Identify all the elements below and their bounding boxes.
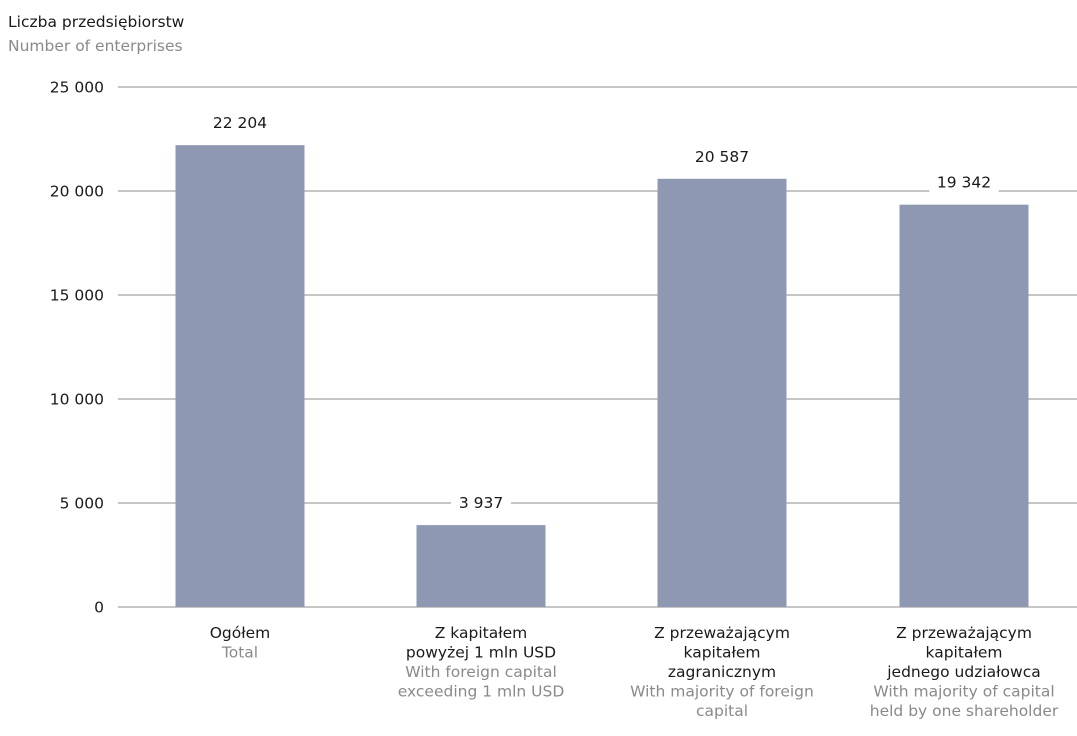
- y-tick-label: 15 000: [50, 287, 104, 305]
- category-label: zagranicznym: [668, 663, 776, 681]
- category-label: Z kapitałem: [435, 624, 528, 642]
- value-label: 3 937: [459, 494, 503, 512]
- category-label-english: With foreign capital: [405, 663, 557, 681]
- value-label-background: [687, 146, 757, 168]
- y-axis-ticks: 0 5 000 10 000 15 000 20 000 25 000: [50, 79, 104, 617]
- y-tick-label: 25 000: [50, 79, 104, 97]
- value-label: 22 204: [213, 114, 267, 132]
- category-label: powyżej 1 mln USD: [406, 644, 556, 662]
- category-label-english: With majority of foreign: [630, 683, 814, 701]
- y-tick-label: 10 000: [50, 391, 104, 409]
- bar: [175, 145, 305, 607]
- category-label: Ogółem: [210, 624, 271, 642]
- value-label-background: [451, 493, 511, 515]
- bars: [175, 145, 1029, 607]
- bar: [657, 178, 787, 607]
- category-label: kapitałem: [926, 644, 1003, 662]
- category-label-english: With majority of capital: [873, 683, 1054, 701]
- category-label: jednego udziałowca: [886, 663, 1040, 681]
- category-label-english: capital: [696, 702, 748, 720]
- category-label-english: Total: [221, 644, 258, 662]
- y-tick-label: 20 000: [50, 183, 104, 201]
- value-label: 19 342: [937, 174, 991, 192]
- value-labels: 22 204 3 937 20 587 19 342: [205, 113, 999, 515]
- bar: [416, 525, 546, 607]
- category-label: kapitałem: [684, 644, 761, 662]
- y-tick-label: 5 000: [60, 495, 104, 513]
- value-label: 20 587: [695, 148, 749, 166]
- y-tick-label: 0: [94, 599, 104, 617]
- value-label-background: [205, 113, 275, 135]
- category-label-english: exceeding 1 mln USD: [398, 683, 565, 701]
- y-axis-title: Liczba przedsiębiorstw: [8, 13, 185, 31]
- category-label: Z przeważającym: [654, 624, 790, 642]
- category-label: Z przeważającym: [896, 624, 1032, 642]
- value-label-background: [929, 172, 999, 194]
- bar: [899, 204, 1029, 607]
- category-label-english: held by one shareholder: [870, 702, 1059, 720]
- y-axis-subtitle: Number of enterprises: [8, 37, 183, 55]
